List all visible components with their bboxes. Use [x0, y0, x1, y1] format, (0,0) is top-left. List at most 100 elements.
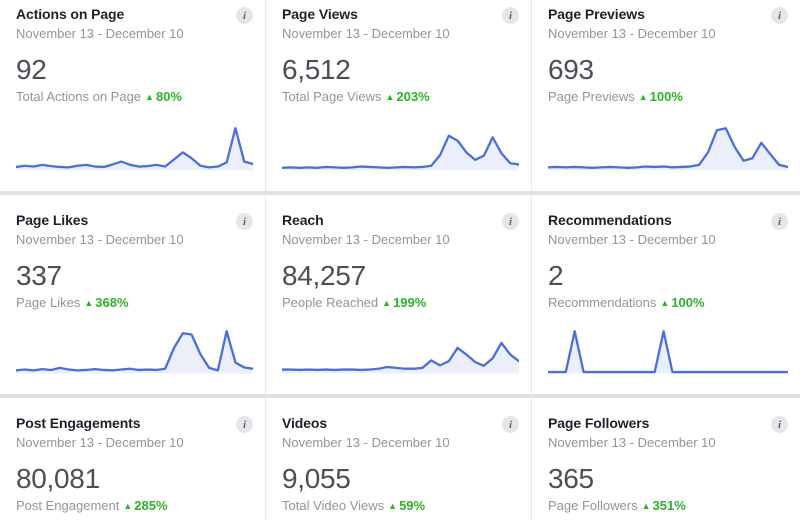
info-icon[interactable]: i: [771, 7, 788, 24]
info-icon-glyph: i: [508, 9, 513, 22]
change-indicator: ▲ 80%: [145, 89, 182, 104]
change-indicator: ▲ 351%: [642, 498, 686, 513]
up-arrow-icon: ▲: [84, 298, 94, 309]
card-date-range: November 13 - December 10: [548, 435, 716, 450]
change-percent: 351%: [652, 498, 686, 514]
metric-card-page-views[interactable]: i Page Views November 13 - December 10 6…: [266, 0, 532, 191]
metric-value: 693: [548, 54, 594, 85]
card-title: Page Likes: [16, 212, 89, 228]
metric-label: Total Video Views: [282, 498, 385, 514]
up-arrow-icon: ▲: [660, 298, 670, 309]
card-date-range: November 13 - December 10: [16, 435, 184, 450]
metric-label-row: Recommendations ▲ 100%: [548, 295, 786, 310]
metric-label-row: People Reached ▲ 199%: [282, 295, 517, 310]
change-percent: 80%: [155, 89, 182, 105]
metric-label: Page Followers: [548, 498, 638, 514]
info-icon[interactable]: i: [236, 7, 253, 24]
info-icon-glyph: i: [242, 9, 247, 22]
metric-value: 337: [16, 260, 62, 291]
info-icon-glyph: i: [777, 9, 782, 22]
metric-card-videos[interactable]: i Videos November 13 - December 10 9,055…: [266, 398, 532, 520]
info-icon[interactable]: i: [771, 213, 788, 230]
up-arrow-icon: ▲: [145, 92, 154, 103]
metric-value: 6,512: [282, 54, 351, 85]
metric-label-row: Page Followers ▲ 351%: [548, 498, 786, 513]
info-icon-glyph: i: [777, 418, 782, 431]
up-arrow-icon: ▲: [388, 501, 398, 512]
card-title: Videos: [282, 415, 328, 431]
change-indicator: ▲ 285%: [123, 498, 167, 513]
metric-label-row: Total Actions on Page ▲ 80%: [16, 89, 251, 104]
info-icon-glyph: i: [508, 418, 513, 431]
change-percent: 203%: [396, 89, 430, 105]
metric-value: 92: [16, 54, 47, 85]
info-icon[interactable]: i: [771, 416, 788, 433]
change-indicator: ▲ 59%: [388, 498, 425, 513]
info-icon[interactable]: i: [502, 213, 519, 230]
up-arrow-icon: ▲: [123, 501, 133, 512]
card-date-range: November 13 - December 10: [16, 232, 184, 247]
metric-label: Page Likes: [16, 295, 81, 311]
change-percent: 100%: [671, 295, 705, 311]
metric-label-row: Post Engagement ▲ 285%: [16, 498, 251, 513]
metric-value: 9,055: [282, 463, 351, 494]
change-indicator: ▲ 203%: [386, 89, 430, 104]
metric-label-row: Total Page Views ▲ 203%: [282, 89, 517, 104]
card-title: Recommendations: [548, 212, 672, 228]
card-title: Reach: [282, 212, 324, 228]
info-icon[interactable]: i: [236, 213, 253, 230]
metric-label: Page Previews: [548, 89, 635, 105]
info-icon[interactable]: i: [502, 7, 519, 24]
metric-label-row: Page Likes ▲ 368%: [16, 295, 251, 310]
card-title: Post Engagements: [16, 415, 141, 431]
card-title: Page Followers: [548, 415, 650, 431]
info-icon-glyph: i: [777, 215, 782, 228]
card-title: Page Previews: [548, 6, 645, 22]
up-arrow-icon: ▲: [638, 92, 648, 103]
metric-card-page-previews[interactable]: i Page Previews November 13 - December 1…: [532, 0, 800, 191]
card-date-range: November 13 - December 10: [282, 435, 450, 450]
metric-card-recommendations[interactable]: i Recommendations November 13 - December…: [532, 195, 800, 394]
change-indicator: ▲ 368%: [84, 295, 128, 310]
metric-label: People Reached: [282, 295, 379, 311]
metric-card-actions-on-page[interactable]: i Actions on Page November 13 - December…: [0, 0, 266, 191]
metric-label-row: Total Video Views ▲ 59%: [282, 498, 517, 513]
change-indicator: ▲ 100%: [639, 89, 683, 104]
sparkline-chart: [16, 123, 253, 171]
sparkline-chart: [16, 326, 253, 374]
change-percent: 59%: [399, 498, 426, 514]
metric-card-reach[interactable]: i Reach November 13 - December 10 84,257…: [266, 195, 532, 394]
metric-label: Total Page Views: [282, 89, 382, 105]
card-date-range: November 13 - December 10: [548, 232, 716, 247]
card-title: Actions on Page: [16, 6, 125, 22]
metric-label-row: Page Previews ▲ 100%: [548, 89, 786, 104]
change-percent: 285%: [134, 498, 168, 514]
metric-label: Total Actions on Page: [16, 89, 142, 105]
up-arrow-icon: ▲: [385, 92, 395, 103]
metric-card-page-followers[interactable]: i Page Followers November 13 - December …: [532, 398, 800, 520]
sparkline-chart: [548, 123, 788, 171]
metric-label: Post Engagement: [16, 498, 120, 514]
card-date-range: November 13 - December 10: [282, 26, 450, 41]
change-percent: 368%: [95, 295, 129, 311]
sparkline-chart: [282, 326, 519, 374]
info-icon-glyph: i: [242, 418, 247, 431]
info-icon-glyph: i: [508, 215, 513, 228]
change-percent: 199%: [393, 295, 427, 311]
change-indicator: ▲ 100%: [660, 295, 704, 310]
metric-card-post-engagements[interactable]: i Post Engagements November 13 - Decembe…: [0, 398, 266, 520]
metric-label: Recommendations: [548, 295, 657, 311]
card-date-range: November 13 - December 10: [16, 26, 184, 41]
metric-value: 80,081: [16, 463, 100, 494]
card-title: Page Views: [282, 6, 358, 22]
metric-value: 2: [548, 260, 564, 291]
card-date-range: November 13 - December 10: [282, 232, 450, 247]
metric-card-page-likes[interactable]: i Page Likes November 13 - December 10 3…: [0, 195, 266, 394]
info-icon-glyph: i: [242, 215, 247, 228]
card-date-range: November 13 - December 10: [548, 26, 716, 41]
info-icon[interactable]: i: [236, 416, 253, 433]
info-icon[interactable]: i: [502, 416, 519, 433]
metric-value: 84,257: [282, 260, 366, 291]
sparkline-chart: [282, 123, 519, 171]
